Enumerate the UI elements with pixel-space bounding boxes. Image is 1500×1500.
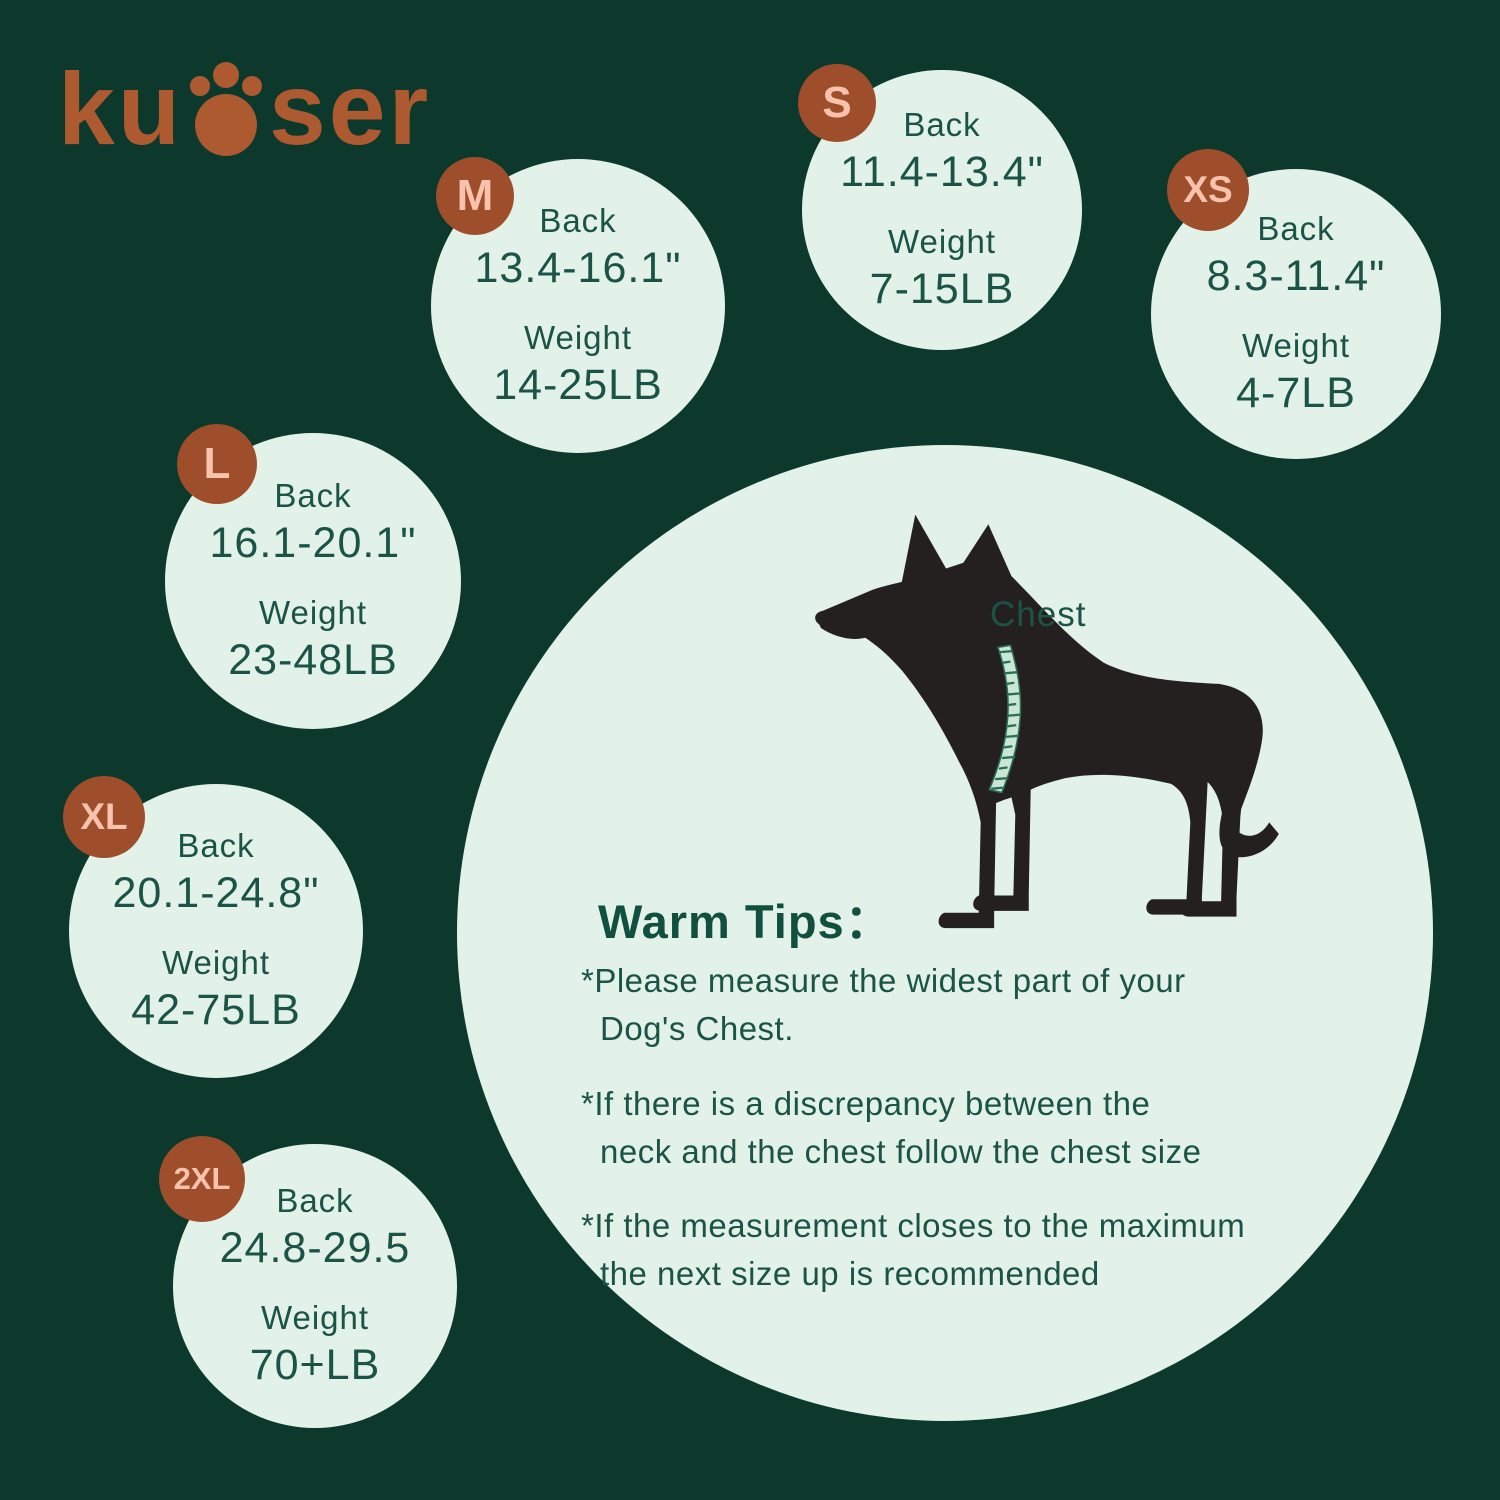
logo-text-prefix: ku xyxy=(58,52,184,166)
back-label: Back xyxy=(903,106,981,143)
weight-value: 4-7LB xyxy=(1236,369,1356,417)
warm-tips-list: *Please measure the widest part of your … xyxy=(581,957,1361,1298)
warm-tip-item: *Please measure the widest part of your … xyxy=(581,962,1186,1047)
back-value: 8.3-11.4" xyxy=(1206,252,1386,300)
back-value: 11.4-13.4" xyxy=(840,148,1044,196)
warm-tip-item: *If there is a discrepancy between the n… xyxy=(581,1084,1202,1170)
size-circle-xl: XL Back 20.1-24.8" Weight 42-75LB xyxy=(63,776,363,1078)
back-value: 13.4-16.1" xyxy=(474,244,682,292)
logo-text-suffix: ser xyxy=(269,52,432,166)
weight-value: 14-25LB xyxy=(493,361,663,409)
weight-label: Weight xyxy=(523,319,633,356)
measuring-tape-icon xyxy=(988,644,1022,794)
size-badge-l: L xyxy=(177,424,257,504)
back-label: Back xyxy=(177,827,255,864)
dog-silhouette xyxy=(815,514,1279,929)
size-circle-l: L Back 16.1-20.1" Weight 23-48LB xyxy=(165,424,461,729)
chest-label: Chest xyxy=(990,595,1087,634)
back-label: Back xyxy=(276,1182,354,1219)
brand-logo: ku ser xyxy=(58,58,431,160)
warm-tip-item: *If the measurement closes to the maximu… xyxy=(581,1207,1246,1293)
weight-value: 70+LB xyxy=(249,1341,381,1389)
paw-icon xyxy=(190,62,263,156)
back-value: 16.1-20.1" xyxy=(209,519,417,567)
size-badge-2xl: 2XL xyxy=(159,1136,245,1222)
weight-value: 7-15LB xyxy=(869,265,1015,313)
weight-value: 42-75LB xyxy=(131,986,301,1034)
measurement-guide-circle: Chest Warm Tips： *Please measure the wid… xyxy=(457,445,1433,1421)
size-badge-m: M xyxy=(436,157,514,235)
weight-label: Weight xyxy=(1241,327,1351,364)
size-badge-xs: XS xyxy=(1167,149,1249,231)
back-label: Back xyxy=(539,202,617,239)
size-circle-2xl: 2XL Back 24.8-29.5 Weight 70+LB xyxy=(159,1136,457,1428)
weight-value: 23-48LB xyxy=(228,636,398,684)
back-value: 20.1-24.8" xyxy=(112,869,320,917)
weight-label: Weight xyxy=(161,944,271,981)
weight-label: Weight xyxy=(260,1299,370,1336)
size-circle-xs: XS Back 8.3-11.4" Weight 4-7LB xyxy=(1151,149,1441,459)
warm-tips-heading: Warm Tips： xyxy=(598,895,893,948)
size-circle-s: S Back 11.4-13.4" Weight 7-15LB xyxy=(798,64,1082,350)
back-label: Back xyxy=(274,477,352,514)
back-label: Back xyxy=(1257,210,1335,247)
weight-label: Weight xyxy=(887,223,997,260)
back-value: 24.8-29.5 xyxy=(219,1224,411,1272)
weight-label: Weight xyxy=(258,594,368,631)
size-badge-xl: XL xyxy=(63,776,145,858)
size-badge-s: S xyxy=(798,64,876,142)
size-circle-m: M Back 13.4-16.1" Weight 14-25LB xyxy=(431,157,725,453)
